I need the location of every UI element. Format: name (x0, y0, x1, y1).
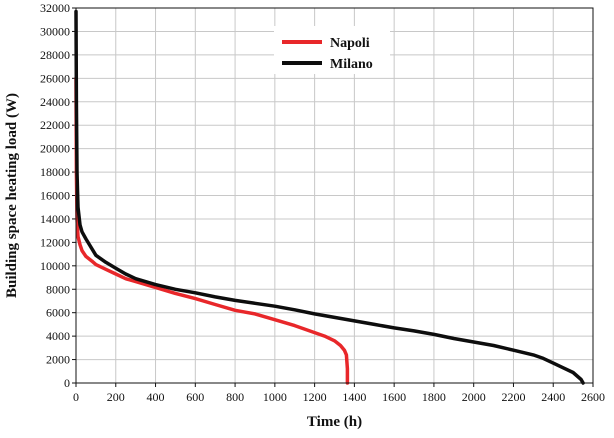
y-tick-label: 14000 (40, 212, 70, 226)
y-tick-label: 28000 (40, 48, 70, 62)
y-tick-label: 32000 (40, 1, 70, 15)
x-tick-label: 1600 (382, 390, 406, 404)
x-tick-label: 0 (73, 390, 79, 404)
y-tick-label: 16000 (40, 189, 70, 203)
x-tick-label: 200 (107, 390, 125, 404)
legend: Napoli Milano (274, 26, 390, 74)
x-tick-label: 1800 (422, 390, 446, 404)
series-lines (74, 9, 585, 385)
y-tick-label: 24000 (40, 95, 70, 109)
series-line-milano (74, 9, 585, 385)
y-tick-label: 2000 (46, 353, 70, 367)
y-tick-label: 30000 (40, 24, 70, 38)
x-tick-label: 2400 (541, 390, 565, 404)
x-tick-label: 600 (186, 390, 204, 404)
series-line-napoli (74, 76, 350, 385)
x-axis-title: Time (h) (307, 414, 362, 430)
y-axis-title: Building space heating load (W) (4, 93, 20, 298)
y-tick-label: 26000 (40, 71, 70, 85)
legend-box (274, 26, 390, 74)
y-tick-label: 8000 (46, 282, 70, 296)
y-tick-label: 12000 (40, 235, 70, 249)
y-tick-label: 0 (64, 376, 70, 390)
x-tick-label: 800 (226, 390, 244, 404)
x-tick-label: 2000 (462, 390, 486, 404)
x-tick-label: 400 (147, 390, 165, 404)
y-tick-label: 18000 (40, 165, 70, 179)
legend-label-milano: Milano (330, 57, 373, 72)
x-tick-label: 2600 (581, 390, 605, 404)
y-tick-label: 20000 (40, 142, 70, 156)
y-tick-label: 10000 (40, 259, 70, 273)
x-tick-label: 1400 (342, 390, 366, 404)
x-tick-label: 1000 (263, 390, 287, 404)
legend-label-napoli: Napoli (330, 36, 370, 51)
y-tick-label: 6000 (46, 306, 70, 320)
y-tick-label: 4000 (46, 329, 70, 343)
x-tick-label: 2200 (501, 390, 525, 404)
axis-ticks: 0 200 400 600 800 1000 1200 1400 1600 1800 2000 220… (40, 1, 605, 404)
plot-frame (75, 7, 594, 384)
y-tick-label: 22000 (40, 118, 70, 132)
x-tick-label: 1200 (303, 390, 327, 404)
